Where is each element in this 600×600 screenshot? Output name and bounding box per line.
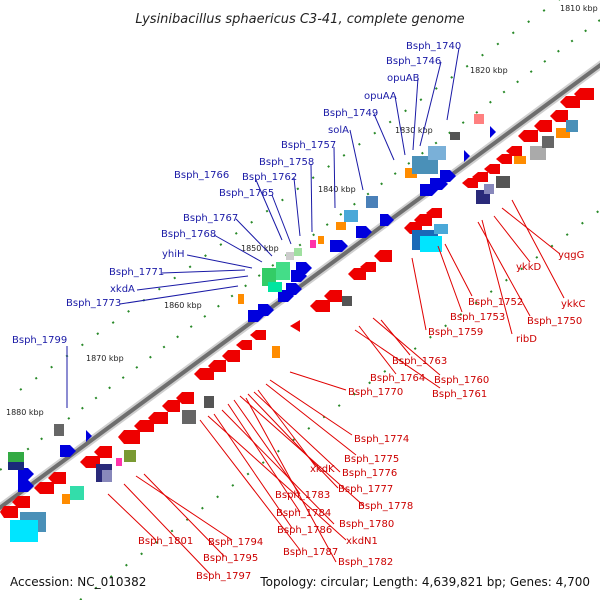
gene-label: Bsph_1749 bbox=[323, 108, 378, 119]
gene-label: Bsph_1763 bbox=[392, 356, 447, 367]
gene-label: Bsph_1740 bbox=[406, 41, 461, 52]
gene-label: xkdK bbox=[310, 464, 335, 475]
gene-label: opuAA bbox=[364, 91, 397, 102]
genome-title: Lysinibacillus sphaericus C3-41, complet… bbox=[135, 12, 464, 27]
gene-label: Bsph_1765 bbox=[219, 188, 274, 199]
gene-label: Bsph_1759 bbox=[428, 327, 483, 338]
gene-label: Bsph_1775 bbox=[344, 454, 399, 465]
reverse-gene-labels: ykkD yqgG ykkC Bsph_1750 Bsph_1752 Bsph_… bbox=[138, 250, 586, 582]
gene-label: Bsph_1774 bbox=[354, 434, 409, 445]
gene-label: Bsph_1764 bbox=[370, 373, 425, 384]
gene-label: ribD bbox=[516, 334, 537, 345]
gene-label: Bsph_1752 bbox=[468, 297, 523, 308]
gene-label: Bsph_1782 bbox=[338, 557, 393, 568]
gene-label: Bsph_1757 bbox=[281, 140, 336, 151]
kbp-label: 1860 kbp bbox=[164, 301, 202, 310]
kbp-label: 1870 kbp bbox=[86, 354, 124, 363]
kbp-label: 1850 kbp bbox=[241, 244, 279, 253]
gene-label: Bsph_1773 bbox=[66, 298, 121, 309]
gene-label: Bsph_1787 bbox=[283, 547, 338, 558]
reverse-leader-lines bbox=[107, 199, 565, 575]
gene-label: Bsph_1797 bbox=[196, 571, 251, 582]
kbp-label: 1810 kbp bbox=[560, 4, 598, 13]
kbp-label: 1880 kbp bbox=[6, 408, 44, 417]
gc-dot-track-inner bbox=[79, 209, 600, 600]
gene-label: xkdN1 bbox=[346, 536, 378, 547]
kbp-labels: 1810 kbp 1820 kbp 1830 kbp 1840 kbp 1850… bbox=[6, 4, 598, 417]
genome-backbone bbox=[0, 60, 600, 513]
gene-label: solA bbox=[328, 125, 349, 136]
gene-label: ykkC bbox=[561, 299, 586, 310]
gene-label: Bsph_1761 bbox=[432, 389, 487, 400]
forward-strand-features bbox=[8, 114, 496, 492]
gene-label: opuAB bbox=[387, 73, 420, 84]
gene-label: Bsph_1760 bbox=[434, 375, 489, 386]
accession-text: Accession: NC_010382 bbox=[10, 575, 146, 589]
gene-label: Bsph_1794 bbox=[208, 537, 263, 548]
gene-label: Bsph_1783 bbox=[275, 490, 330, 501]
gene-label: Bsph_1753 bbox=[450, 312, 505, 323]
gene-label: Bsph_1799 bbox=[12, 335, 67, 346]
gene-label: Bsph_1770 bbox=[348, 387, 403, 398]
kbp-label: 1840 kbp bbox=[318, 185, 356, 194]
gene-label: Bsph_1762 bbox=[242, 172, 297, 183]
gene-label: Bsph_1786 bbox=[277, 525, 332, 536]
gene-label: Bsph_1767 bbox=[183, 213, 238, 224]
gene-label: Bsph_1766 bbox=[174, 170, 229, 181]
gene-label: Bsph_1750 bbox=[527, 316, 582, 327]
gene-label: xkdA bbox=[110, 284, 135, 295]
gene-label: Bsph_1776 bbox=[342, 468, 397, 479]
reverse-strand-features bbox=[0, 88, 594, 542]
gene-label: Bsph_1795 bbox=[203, 553, 258, 564]
kbp-label: 1820 kbp bbox=[470, 66, 508, 75]
gene-label: yqgG bbox=[558, 250, 584, 261]
gc-dot-track-mid bbox=[0, 19, 600, 471]
gene-label: Bsph_1746 bbox=[386, 56, 441, 67]
gene-label: Bsph_1778 bbox=[358, 501, 413, 512]
gene-label: Bsph_1771 bbox=[109, 267, 164, 278]
forward-gene-labels: Bsph_1740 Bsph_1746 opuAB opuAA Bsph_174… bbox=[12, 41, 461, 346]
gene-label: ykkD bbox=[516, 262, 542, 273]
gene-label: Bsph_1768 bbox=[161, 229, 216, 240]
gc-dot-track-outer bbox=[19, 0, 561, 391]
gene-label: Bsph_1784 bbox=[276, 508, 331, 519]
gene-label: Bsph_1801 bbox=[138, 536, 193, 547]
gene-label: Bsph_1758 bbox=[259, 157, 314, 168]
gene-label: Bsph_1777 bbox=[338, 484, 393, 495]
forward-leader-lines bbox=[66, 47, 460, 408]
gene-label: yhiH bbox=[162, 249, 185, 260]
gene-label: Bsph_1780 bbox=[339, 519, 394, 530]
kbp-label: 1830 kbp bbox=[395, 126, 433, 135]
genome-summary-text: Topology: circular; Length: 4,639,821 bp… bbox=[259, 575, 590, 589]
